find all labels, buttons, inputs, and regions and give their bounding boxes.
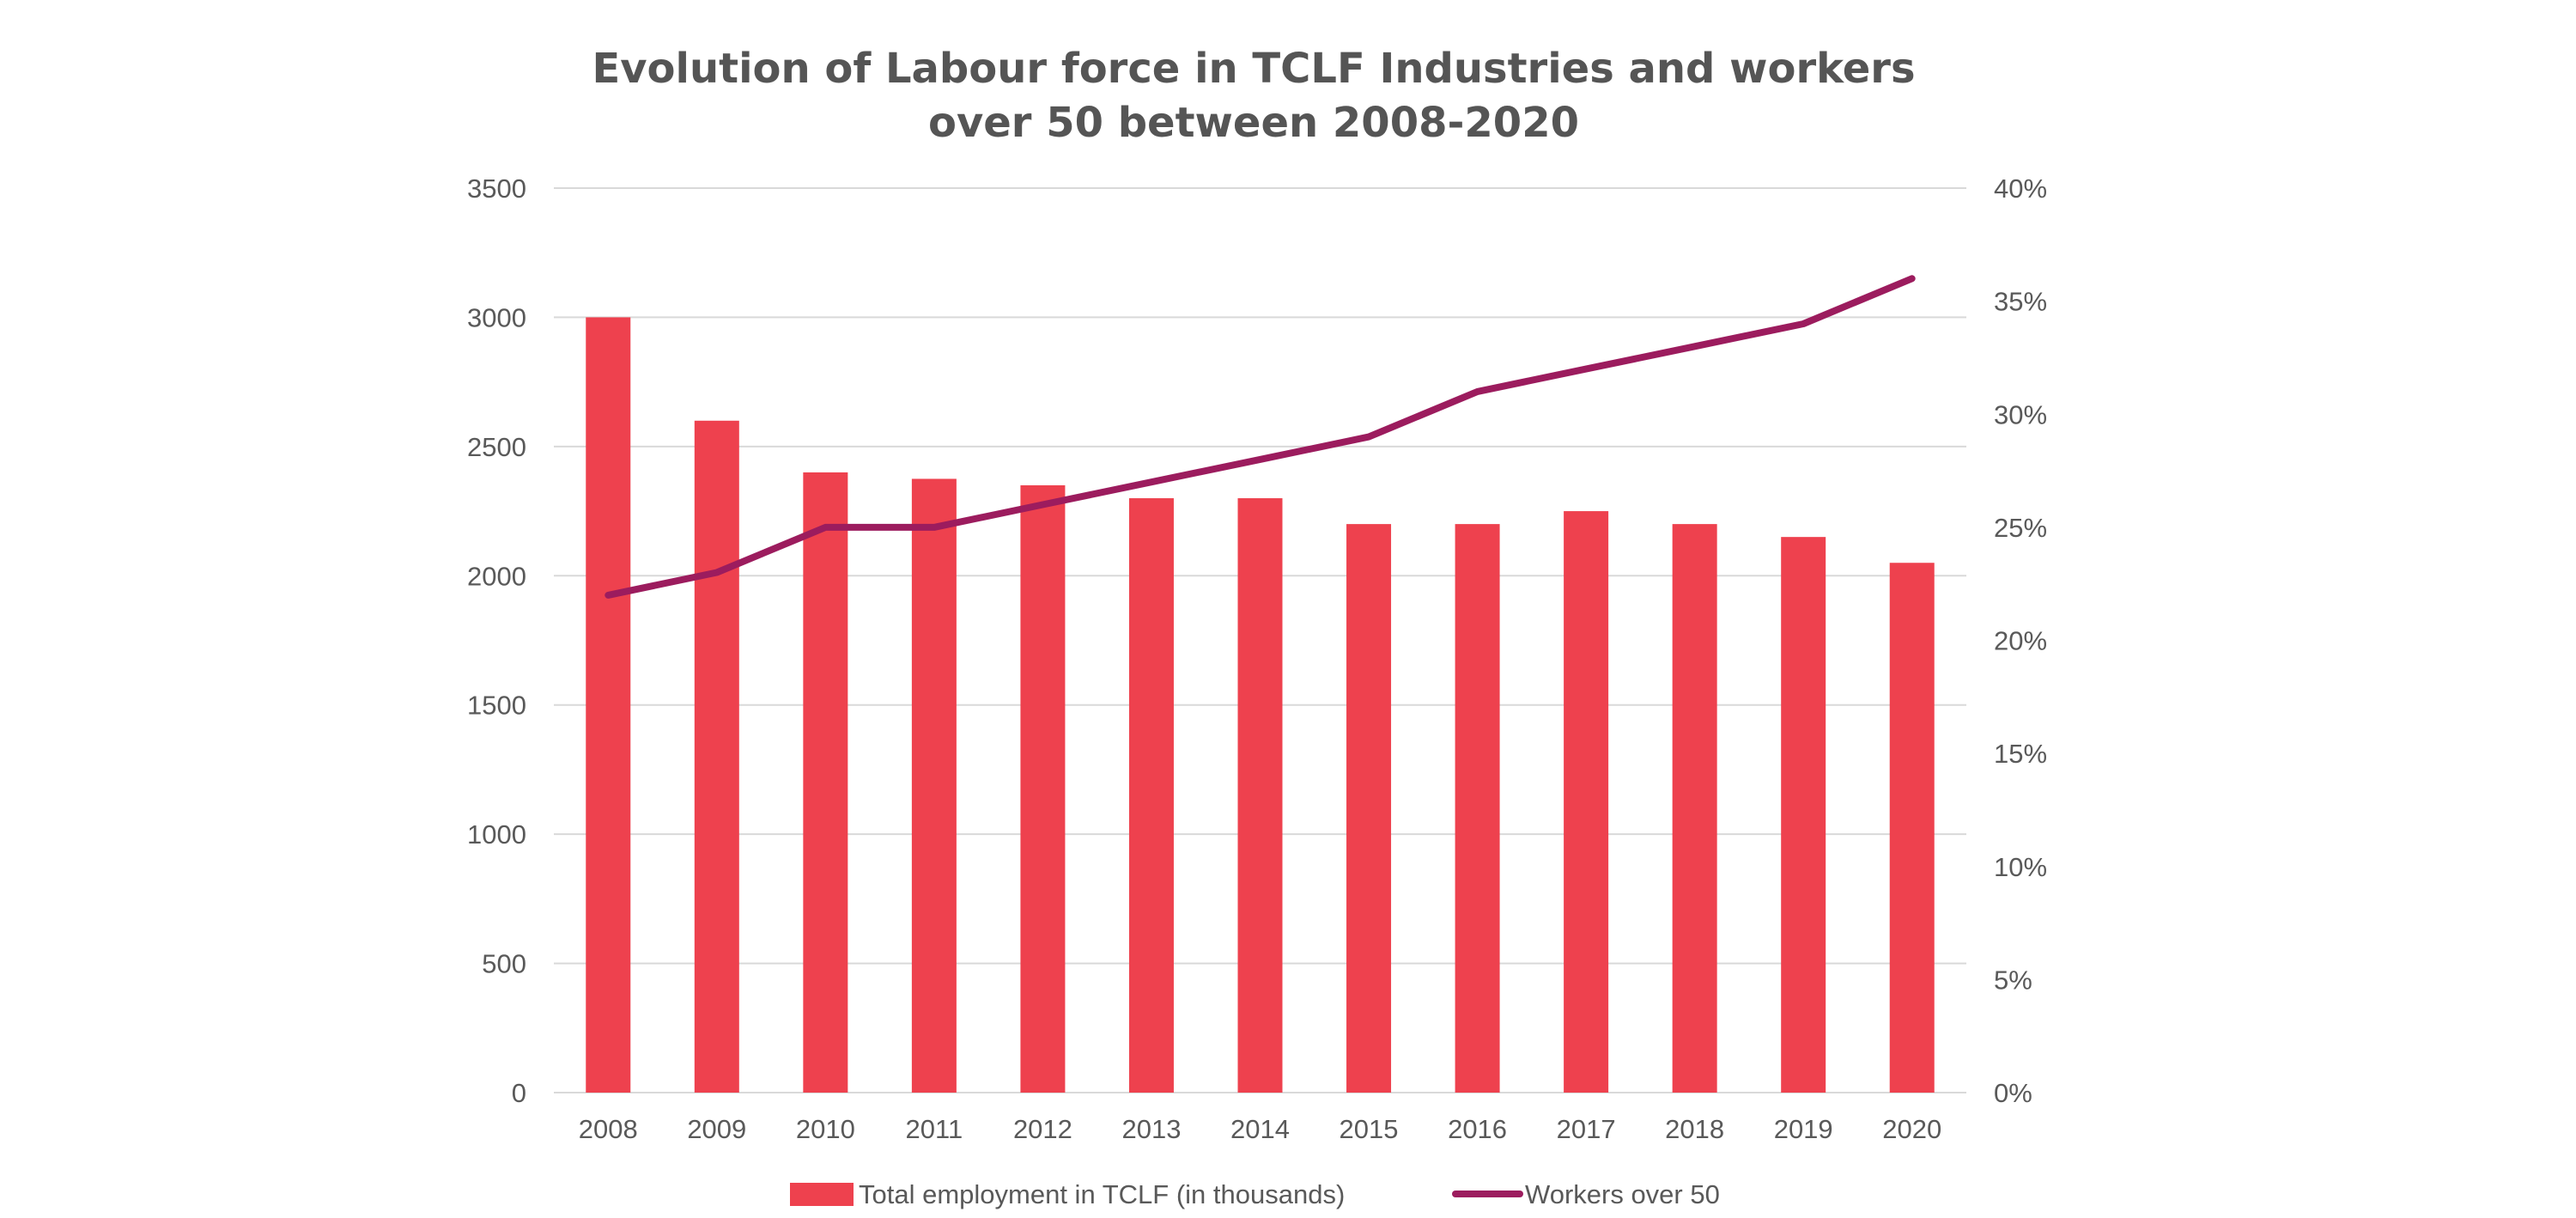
x-axis: 2008 2009 2010 2011 2012 2013 2014 2015 2016 2017…: [579, 1114, 1941, 1144]
x-tick-label: 2017: [1557, 1114, 1616, 1144]
y-left-tick-label: 3000: [467, 302, 526, 332]
line-point-2015: [1368, 436, 1370, 438]
bar-2016: [1455, 524, 1500, 1093]
y-left-tick-label: 2500: [467, 432, 526, 462]
x-tick-label: 2008: [579, 1114, 638, 1144]
y-left-tick-label: 1000: [467, 819, 526, 850]
x-tick-label: 2011: [906, 1114, 963, 1144]
x-tick-label: 2010: [796, 1114, 855, 1144]
line-point-2012: [1042, 504, 1043, 506]
y-left-tick-label: 3500: [467, 174, 526, 204]
x-tick-label: 2019: [1774, 1114, 1833, 1144]
line-point-2020: [1911, 277, 1913, 279]
line-point-2014: [1260, 459, 1261, 460]
y-right-tick-label: 30%: [1994, 399, 2047, 429]
bar-2008: [586, 317, 631, 1093]
line-point-2008: [607, 594, 609, 596]
bar-2009: [694, 420, 739, 1093]
line-series: [605, 275, 1916, 599]
line-point-2009: [716, 572, 718, 574]
y-left-tick-label: 0: [512, 1078, 526, 1108]
x-tick-label: 2020: [1882, 1114, 1941, 1144]
y-left-tick-label: 500: [482, 949, 526, 979]
chart-title-line-2: over 50 between 2008-2020: [928, 99, 1579, 147]
x-tick-label: 2012: [1013, 1114, 1072, 1144]
legend-swatch-employment: [790, 1183, 854, 1206]
y-right-tick-label: 0%: [1994, 1078, 2032, 1108]
legend-label-employment: Total employment in TCLF (in thousands): [859, 1179, 1345, 1209]
bar-2012: [1020, 484, 1066, 1093]
right-y-axis: 0% 5% 10% 15% 20% 25% 30% 35% 40%: [1994, 174, 2047, 1108]
y-right-tick-label: 5%: [1994, 965, 2032, 995]
line-point-2017: [1585, 368, 1587, 370]
bar-2018: [1672, 524, 1717, 1093]
bar-series: [586, 317, 1935, 1093]
bar-2017: [1564, 511, 1609, 1093]
bar-2015: [1346, 524, 1392, 1093]
line-point-2019: [1802, 323, 1804, 325]
x-tick-label: 2014: [1230, 1114, 1290, 1144]
x-tick-label: 2009: [687, 1114, 746, 1144]
x-tick-label: 2015: [1340, 1114, 1399, 1144]
bar-2010: [803, 472, 848, 1093]
bar-2014: [1237, 498, 1283, 1093]
y-right-tick-label: 15%: [1994, 739, 2047, 769]
bar-2013: [1128, 498, 1174, 1093]
bar-2019: [1781, 537, 1826, 1093]
y-right-tick-label: 35%: [1994, 287, 2047, 317]
y-right-tick-label: 25%: [1994, 513, 2047, 543]
y-left-tick-label: 2000: [467, 561, 526, 591]
line-point-2018: [1694, 345, 1696, 347]
chart-title-line-1: Evolution of Labour force in TCLF Indust…: [592, 45, 1915, 93]
legend: Total employment in TCLF (in thousands) …: [790, 1179, 1720, 1209]
x-tick-label: 2018: [1665, 1114, 1724, 1144]
left-y-axis: 0 500 1000 1500 2000 2500 3000 3500: [467, 174, 526, 1108]
y-right-tick-label: 20%: [1994, 626, 2047, 656]
line-point-2016: [1477, 391, 1479, 393]
legend-label-workers: Workers over 50: [1525, 1179, 1720, 1209]
x-tick-label: 2013: [1121, 1114, 1181, 1144]
y-right-tick-label: 40%: [1994, 174, 2047, 204]
x-tick-label: 2016: [1448, 1114, 1507, 1144]
bar-2011: [911, 478, 957, 1093]
y-right-tick-label: 10%: [1994, 852, 2047, 882]
bar-2020: [1889, 563, 1935, 1093]
y-left-tick-label: 1500: [467, 691, 526, 721]
